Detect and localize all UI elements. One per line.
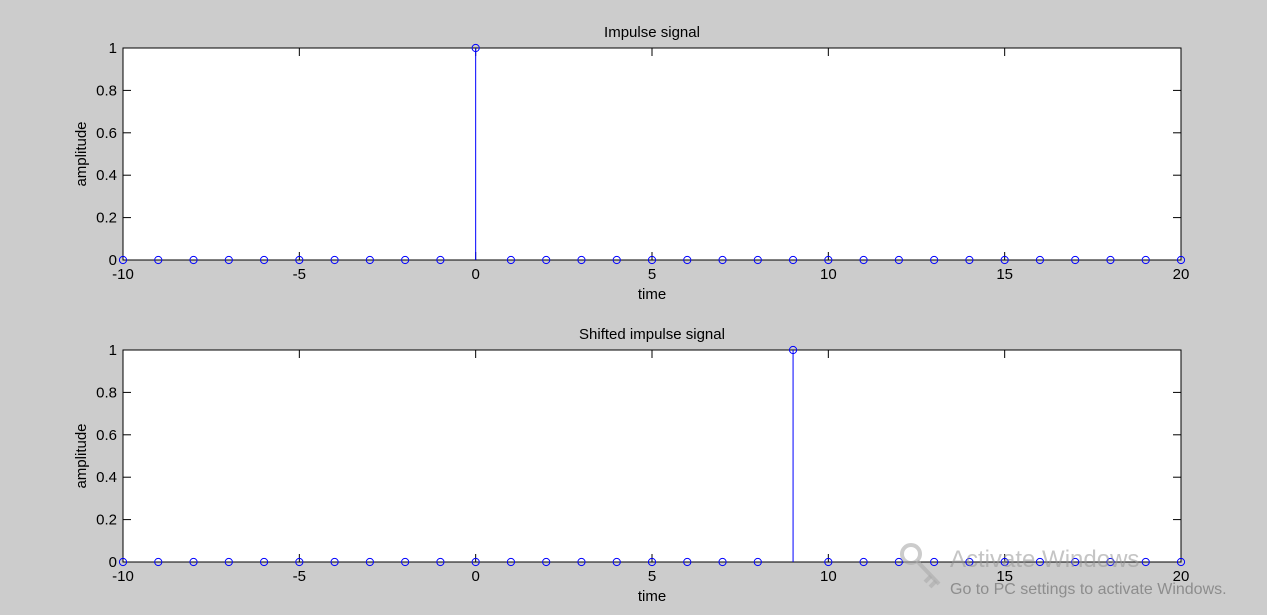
stem-marker [436, 255, 445, 265]
stem-marker [330, 557, 339, 567]
stem-marker [930, 255, 939, 265]
stem-marker [330, 255, 339, 265]
stem-marker [118, 255, 128, 265]
stem-marker [894, 255, 903, 265]
x-tick-label: -5 [293, 568, 306, 585]
stem-marker [1071, 557, 1080, 567]
stem-marker [506, 557, 516, 567]
x-tick-label: -10 [112, 568, 134, 585]
x-tick-label: 0 [471, 266, 479, 283]
stem-series [118, 345, 1186, 567]
x-tick-label: 5 [648, 266, 656, 283]
stem-marker [1071, 255, 1080, 265]
stem-marker [824, 255, 833, 265]
y-tick-label: 0.8 [96, 82, 117, 99]
chart-title: Impulse signal [604, 24, 700, 41]
y-tick-label: 0.2 [96, 512, 117, 529]
subplot-1: -10 -5 0 5 10 15 20 0 0.2 0.4 0.6 0.8 1 Impulse signa… [73, 24, 1189, 303]
y-axis-label: amplitude [73, 121, 90, 186]
stem-marker [577, 255, 586, 265]
stem-marker [542, 557, 551, 567]
stem-marker [259, 255, 269, 265]
stem-marker [1000, 557, 1009, 567]
x-tick-label: 10 [820, 568, 837, 585]
stem-marker [154, 255, 163, 265]
x-axis-label: time [638, 588, 666, 605]
x-tick-label: -10 [112, 266, 134, 283]
y-tick-label: 0.6 [96, 427, 117, 444]
y-tick-label: 0.2 [96, 210, 117, 227]
stem-marker [154, 557, 163, 567]
stem-marker [1176, 557, 1186, 567]
stem-marker [542, 255, 551, 265]
stem-marker [577, 557, 586, 567]
plot-area [122, 349, 1182, 563]
plot-area [122, 47, 1182, 261]
stem-marker [365, 557, 374, 567]
x-tick-label: -5 [293, 266, 306, 283]
x-tick-label: 15 [996, 266, 1013, 283]
stem-marker [824, 557, 833, 567]
y-tick-label: 1 [109, 342, 117, 359]
x-tick-label: 0 [471, 568, 479, 585]
y-tick-label: 0.8 [96, 384, 117, 401]
stem-marker [965, 557, 974, 567]
stem-marker [753, 557, 762, 567]
stem-marker [753, 255, 762, 265]
stem-marker [1035, 557, 1045, 567]
stem-marker [1000, 255, 1009, 265]
stem-marker [189, 255, 198, 265]
y-tick-label: 0.4 [96, 469, 117, 486]
stem-marker [224, 557, 233, 567]
stem-marker [189, 557, 198, 567]
y-tick-label: 1 [109, 40, 117, 57]
stem-marker [118, 557, 128, 567]
x-tick-label: 15 [996, 568, 1013, 585]
stem-marker [224, 255, 233, 265]
stem-marker [1035, 255, 1045, 265]
stem-marker [295, 255, 304, 265]
stem-marker [718, 255, 727, 265]
stem-marker [1141, 557, 1150, 567]
stem-marker [612, 557, 621, 567]
y-axis-label: amplitude [73, 423, 90, 488]
stem-marker [401, 557, 410, 567]
x-tick-label: 5 [648, 568, 656, 585]
stem-series [118, 43, 1186, 265]
chart-title: Shifted impulse signal [579, 326, 725, 343]
stem-marker [718, 557, 727, 567]
stem-marker [1106, 557, 1115, 567]
stem-marker [788, 345, 798, 355]
stem-marker [859, 557, 868, 567]
stem-marker [1106, 255, 1115, 265]
stem-marker [965, 255, 974, 265]
stem-marker [295, 557, 304, 567]
stem-marker [647, 255, 657, 265]
x-tick-label: 20 [1173, 568, 1190, 585]
stem-marker [612, 255, 621, 265]
y-tick-label: 0.6 [96, 125, 117, 142]
stem-marker [436, 557, 445, 567]
stem-marker [1176, 255, 1186, 265]
stem-marker [506, 255, 516, 265]
stem-marker [683, 557, 692, 567]
x-tick-label: 20 [1173, 266, 1190, 283]
stem-marker [1141, 255, 1150, 265]
stem-marker [859, 255, 868, 265]
stem-marker [471, 43, 480, 53]
stem-marker [471, 557, 480, 567]
subplot-2: -10 -5 0 5 10 15 20 0 0.2 0.4 0.6 0.8 1 Shifted impul… [73, 326, 1189, 605]
x-tick-label: 10 [820, 266, 837, 283]
stem-marker [683, 255, 692, 265]
stem-marker [647, 557, 657, 567]
y-tick-label: 0 [109, 252, 117, 269]
y-tick-label: 0 [109, 554, 117, 571]
y-tick-label: 0.4 [96, 167, 117, 184]
x-axis-label: time [638, 286, 666, 303]
stem-marker [788, 255, 798, 265]
stem-marker [365, 255, 374, 265]
stem-marker [401, 255, 410, 265]
stem-marker [259, 557, 269, 567]
